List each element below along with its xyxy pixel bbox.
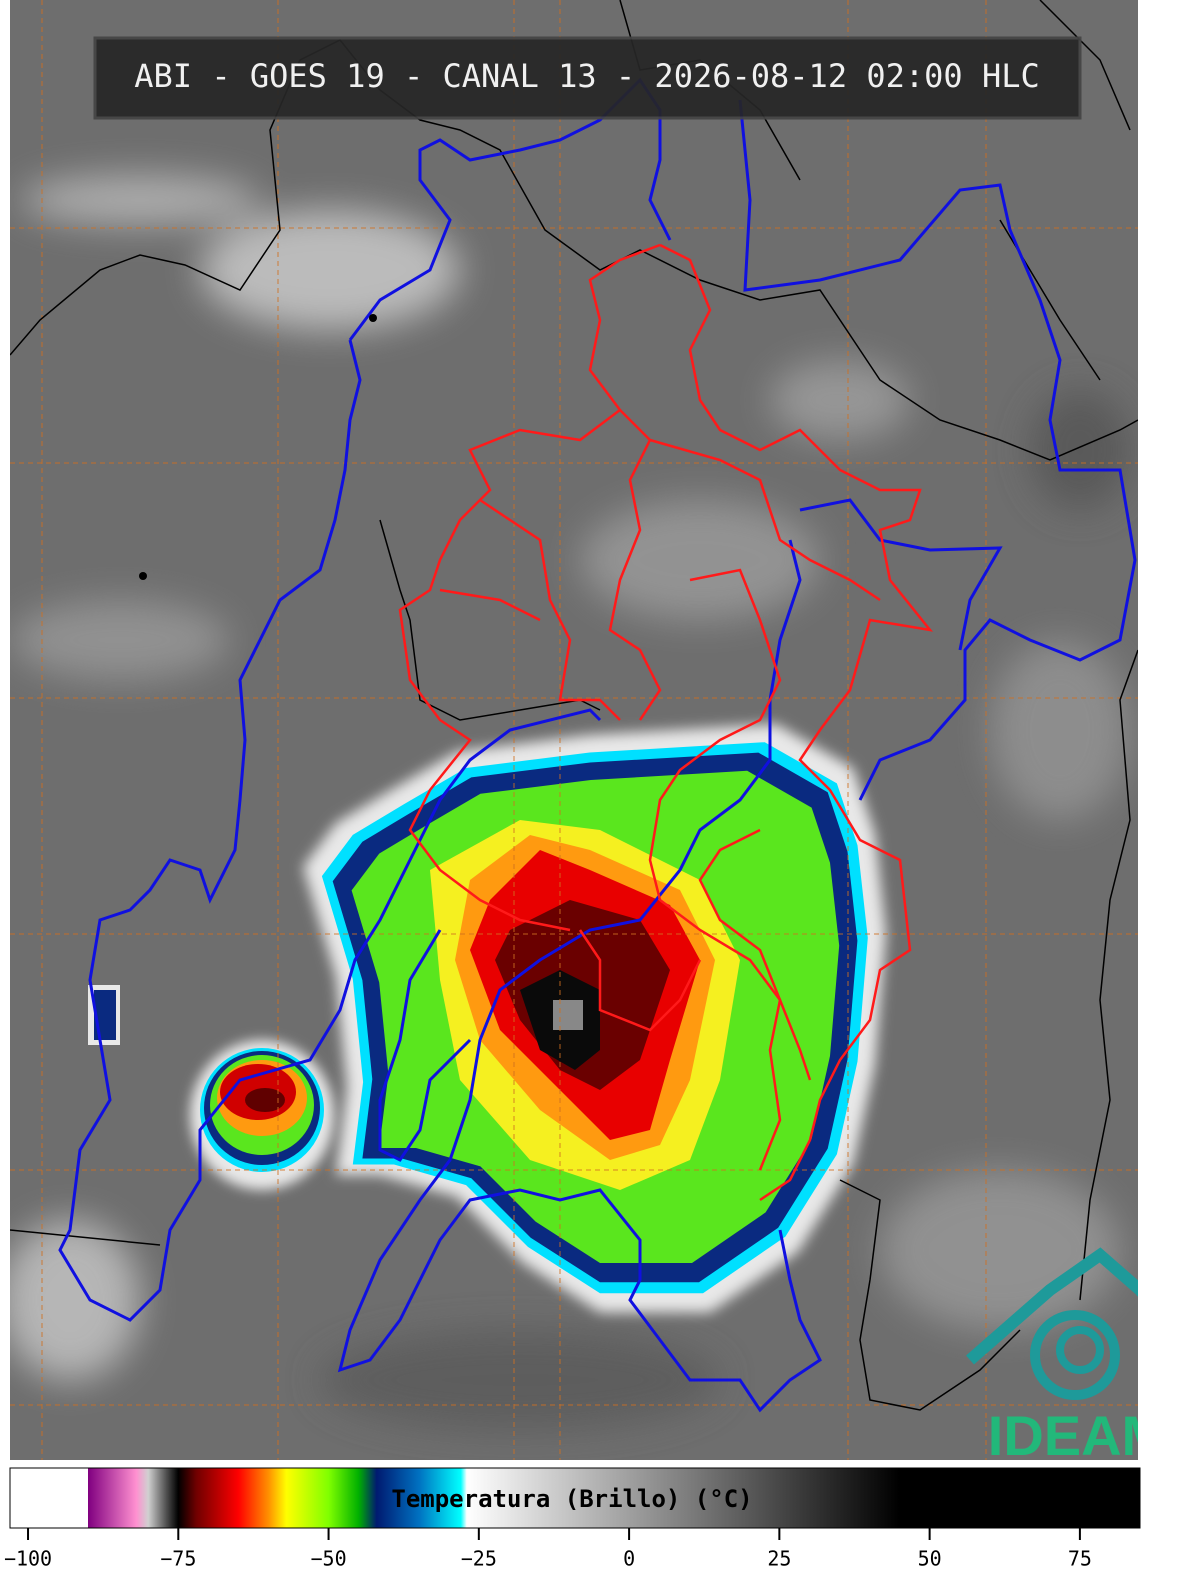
- graticule: [10, 0, 1138, 1460]
- ideam-logo: IDEAM: [966, 1247, 1168, 1467]
- map-area: IDEAM: [10, 0, 1168, 1467]
- tick-label: 50: [918, 1547, 942, 1571]
- city-marker: [139, 572, 147, 580]
- tick-label: −75: [160, 1547, 196, 1571]
- tick-label: −50: [311, 1547, 347, 1571]
- small-cell: [190, 1040, 334, 1190]
- tick-label: 75: [1068, 1547, 1092, 1571]
- city-marker: [369, 314, 377, 322]
- tick-label: −100: [4, 1547, 52, 1571]
- colorbar-label: Temperatura (Brillo) (°C): [391, 1485, 752, 1513]
- tick-label: 25: [767, 1547, 791, 1571]
- municipal-borders: [398, 243, 934, 1202]
- colorbar: [9, 1467, 1141, 1529]
- tick-label: 0: [623, 1547, 635, 1571]
- logo-text: IDEAM: [988, 1404, 1168, 1467]
- title: ABI - GOES 19 - CANAL 13 - 2026-08-12 02…: [134, 57, 1039, 95]
- storm-system: [88, 724, 886, 1313]
- department-borders: [58, 77, 1137, 1413]
- title-box: [93, 36, 1082, 120]
- colorbar-axis: −100 −75 −50 −25 0 25 50 75: [4, 1528, 1092, 1571]
- tick-label: −25: [461, 1547, 497, 1571]
